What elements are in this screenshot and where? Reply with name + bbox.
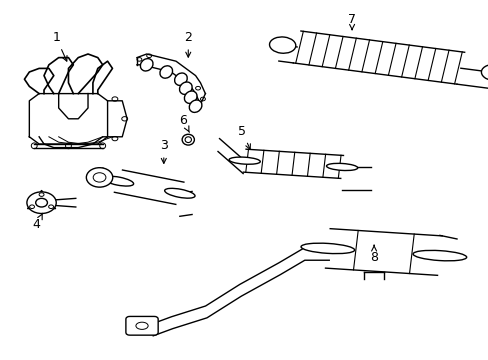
Ellipse shape (140, 59, 153, 71)
Ellipse shape (65, 143, 71, 149)
Ellipse shape (228, 157, 260, 164)
Ellipse shape (136, 322, 148, 329)
Text: 2: 2 (184, 31, 192, 57)
Ellipse shape (301, 243, 354, 253)
Ellipse shape (480, 64, 488, 81)
Ellipse shape (100, 143, 105, 149)
Ellipse shape (182, 134, 194, 145)
Ellipse shape (179, 82, 192, 94)
Ellipse shape (164, 188, 195, 198)
Ellipse shape (174, 73, 187, 85)
Circle shape (39, 193, 44, 197)
Circle shape (86, 168, 113, 187)
Text: 5: 5 (238, 125, 250, 149)
Text: 1: 1 (52, 31, 67, 61)
Text: 6: 6 (179, 114, 189, 132)
Circle shape (36, 198, 47, 207)
Ellipse shape (160, 66, 172, 78)
Ellipse shape (103, 176, 133, 186)
Circle shape (112, 136, 118, 141)
Circle shape (48, 205, 53, 208)
Ellipse shape (269, 37, 295, 53)
Circle shape (30, 205, 35, 208)
Circle shape (27, 192, 56, 213)
Ellipse shape (31, 143, 37, 149)
Circle shape (195, 86, 200, 90)
Ellipse shape (185, 137, 191, 143)
Ellipse shape (326, 163, 357, 171)
Text: 8: 8 (369, 245, 377, 264)
Circle shape (122, 117, 127, 121)
FancyBboxPatch shape (125, 316, 158, 335)
Text: 4: 4 (33, 213, 42, 231)
Circle shape (93, 173, 106, 182)
Circle shape (112, 97, 118, 101)
Ellipse shape (189, 100, 202, 112)
Text: 7: 7 (347, 13, 355, 30)
Text: 3: 3 (160, 139, 167, 163)
Ellipse shape (184, 91, 197, 103)
Circle shape (200, 97, 205, 101)
Ellipse shape (412, 251, 466, 261)
Circle shape (146, 54, 151, 58)
Circle shape (137, 58, 142, 61)
